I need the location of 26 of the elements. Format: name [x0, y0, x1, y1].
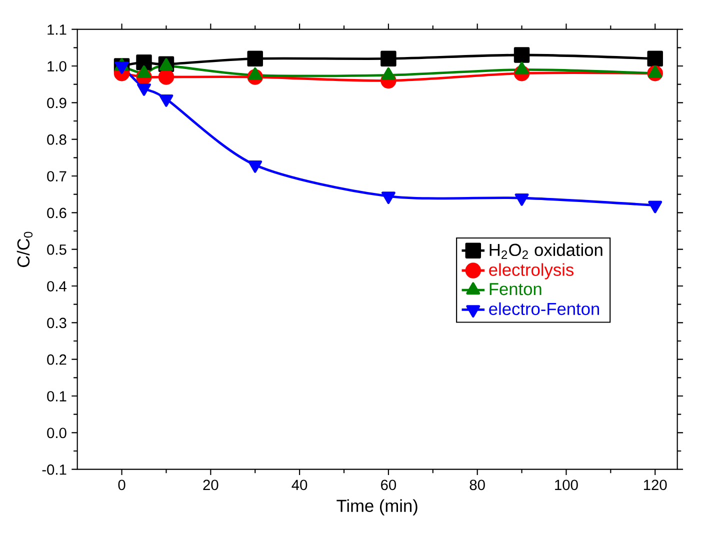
x-axis-title: Time (min) — [336, 499, 418, 516]
y-tick-label: 0.5 — [47, 244, 66, 255]
y-tick-label: 1.1 — [48, 24, 66, 35]
y-tick-label: 1.0 — [48, 61, 66, 72]
y-tick-label: 0.1 — [47, 391, 66, 402]
x-tick-label: 40 — [292, 480, 308, 490]
x-tick-label: 0 — [118, 480, 126, 490]
y-tick-label: -0.1 — [42, 464, 66, 475]
y-tick-label: 0.7 — [47, 171, 66, 182]
y-tick-label: 0.3 — [47, 318, 66, 328]
y-tick-label: 0.4 — [47, 281, 66, 292]
x-tick-label: 80 — [470, 480, 485, 490]
x-tick-label: 100 — [555, 480, 578, 490]
x-tick-label: 120 — [644, 480, 667, 490]
y-tick-label: 0.2 — [47, 354, 66, 365]
x-tick-label: 60 — [381, 480, 396, 490]
legend-label: electrolysis — [489, 263, 574, 280]
y-tick-label: 0.0 — [47, 428, 66, 438]
y-tick-label: 0.6 — [47, 208, 66, 218]
x-tick-label: 20 — [203, 480, 218, 490]
legend-label: electro-Fenton — [489, 302, 600, 316]
legend-label: H$_{2}$O$_{2}$ oxidation — [490, 243, 602, 259]
legend-label: Fenton — [490, 283, 542, 296]
y-tick-label: 0.9 — [47, 98, 66, 108]
y-tick-label: 0.8 — [47, 134, 66, 145]
y-axis-title: C/C$_{0}$ — [16, 232, 33, 268]
